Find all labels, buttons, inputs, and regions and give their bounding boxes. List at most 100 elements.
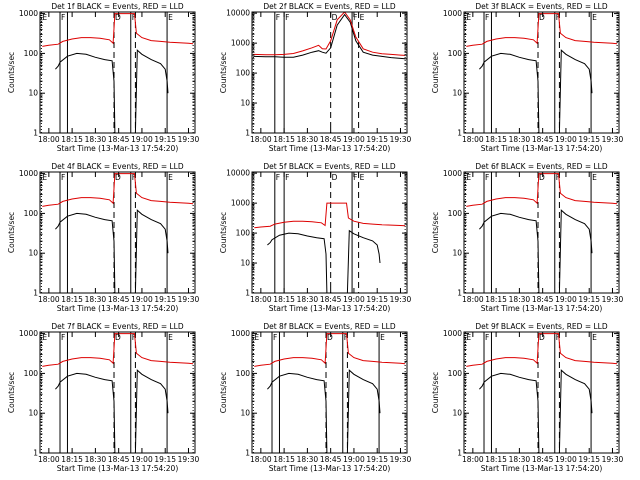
x-axis-label: Start Time (13-Mar-13 17:54:20) — [57, 464, 179, 473]
x-tick-label: 18:30 — [297, 135, 319, 144]
y-axis-label: Counts/sec — [431, 212, 440, 253]
time-marker-label: F — [273, 333, 277, 342]
series-line-events — [55, 369, 169, 453]
plot-frame — [39, 171, 196, 294]
time-marker-label: D — [115, 333, 121, 342]
x-tick-label: 19:00 — [343, 455, 365, 464]
x-tick-label: 19:00 — [131, 135, 153, 144]
detector-panel-9: Det 9f BLACK = Events, RED = LLD E F D F E 1 10… — [431, 322, 624, 473]
y-tick-label: 10 — [28, 249, 38, 258]
x-tick-label: 19:30 — [390, 135, 412, 144]
y-tick-label: 1 — [33, 449, 38, 458]
time-marker-label: F — [344, 333, 348, 342]
series-line-events — [479, 369, 593, 453]
time-marker-label: E — [168, 333, 173, 342]
x-tick-label: 18:45 — [532, 135, 554, 144]
time-marker-label: F — [276, 173, 280, 182]
x-tick-label: 19:15 — [578, 295, 600, 304]
y-tick-label: 1000 — [231, 199, 250, 208]
y-axis-label: Counts/sec — [7, 372, 16, 413]
y-tick-label: 1000 — [19, 169, 38, 178]
series-line-events — [55, 49, 169, 133]
x-tick-label: 18:15 — [61, 295, 83, 304]
x-tick-label: 18:45 — [108, 295, 130, 304]
x-tick-label: 18:30 — [85, 455, 107, 464]
x-axis-label: Start Time (13-Mar-13 17:54:20) — [57, 144, 179, 153]
detector-panel-3: Det 3f BLACK = Events, RED = LLD E F D F E 1 10… — [431, 2, 624, 153]
time-marker-label: E — [380, 333, 385, 342]
x-tick-label: 19:00 — [555, 455, 577, 464]
time-marker-label: F — [132, 173, 136, 182]
plot-frame — [463, 331, 620, 454]
series-line-lld — [254, 333, 406, 367]
series-line-lld — [254, 202, 406, 229]
y-tick-label: 1 — [457, 449, 462, 458]
y-tick-label: 1000 — [19, 329, 38, 338]
time-marker-label: F — [285, 13, 289, 22]
x-tick-label: 18:15 — [61, 135, 83, 144]
plot-frame — [463, 171, 620, 294]
y-tick-label: 1 — [245, 289, 250, 298]
x-tick-label: 19:30 — [602, 455, 624, 464]
time-marker-label: F — [353, 13, 357, 22]
y-tick-label: 10 — [28, 409, 38, 418]
y-tick-label: 10 — [452, 409, 462, 418]
x-tick-label: 19:30 — [390, 295, 412, 304]
x-tick-label: 18:15 — [485, 135, 507, 144]
y-tick-label: 1 — [33, 129, 38, 138]
y-tick-label: 1000 — [19, 9, 38, 18]
detector-panel-7: Det 7f BLACK = Events, RED = LLD E F D F E 1 10… — [7, 322, 200, 473]
y-axis-label: Counts/sec — [431, 372, 440, 413]
detector-panel-4: Det 4f BLACK = Events, RED = LLD E F D F E 1 10… — [7, 162, 200, 313]
x-tick-label: 18:30 — [509, 135, 531, 144]
x-tick-label: 19:15 — [154, 295, 176, 304]
plot-frame — [251, 171, 408, 294]
series-line-lld — [466, 13, 618, 47]
time-marker-label: F — [132, 13, 136, 22]
series-line-events — [479, 209, 593, 293]
x-tick-label: 18:45 — [108, 455, 130, 464]
time-marker-label: F — [485, 13, 489, 22]
y-axis-label: Counts/sec — [7, 52, 16, 93]
time-marker-label: F — [485, 333, 489, 342]
time-marker-label: E — [42, 13, 47, 22]
panel-title: Det 8f BLACK = Events, RED = LLD — [263, 322, 396, 331]
y-tick-label: 1 — [245, 449, 250, 458]
x-tick-label: 18:30 — [85, 295, 107, 304]
time-marker-label: F — [485, 173, 489, 182]
time-marker-label: F — [61, 333, 65, 342]
time-marker-label: E — [466, 13, 471, 22]
x-tick-label: 19:00 — [343, 295, 365, 304]
x-tick-label: 18:30 — [509, 295, 531, 304]
y-tick-label: 1 — [245, 129, 250, 138]
x-tick-label: 18:00 — [462, 295, 484, 304]
y-tick-label: 10 — [240, 99, 250, 108]
series-line-lld — [466, 333, 618, 367]
panel-title: Det 3f BLACK = Events, RED = LLD — [475, 2, 608, 11]
x-tick-label: 18:00 — [38, 455, 60, 464]
y-tick-label: 100 — [448, 49, 463, 58]
y-tick-label: 1 — [33, 289, 38, 298]
x-tick-label: 19:30 — [602, 135, 624, 144]
x-tick-label: 18:30 — [85, 135, 107, 144]
panel-title: Det 6f BLACK = Events, RED = LLD — [475, 162, 608, 171]
x-tick-label: 18:15 — [61, 455, 83, 464]
y-axis-label: Counts/sec — [7, 212, 16, 253]
time-marker-label: E — [466, 333, 471, 342]
time-marker-label: E — [254, 333, 259, 342]
series-line-lld — [42, 333, 194, 367]
x-tick-label: 18:45 — [320, 135, 342, 144]
panel-title: Det 7f BLACK = Events, RED = LLD — [51, 322, 184, 331]
time-marker-label: D — [332, 13, 338, 22]
x-axis-label: Start Time (13-Mar-13 17:54:20) — [481, 144, 603, 153]
x-tick-label: 19:00 — [555, 295, 577, 304]
x-tick-label: 19:15 — [154, 455, 176, 464]
y-tick-label: 1000 — [443, 329, 462, 338]
y-tick-label: 10 — [240, 259, 250, 268]
x-tick-label: 19:30 — [602, 295, 624, 304]
time-marker-label: D — [539, 333, 545, 342]
x-tick-label: 19:30 — [178, 135, 200, 144]
